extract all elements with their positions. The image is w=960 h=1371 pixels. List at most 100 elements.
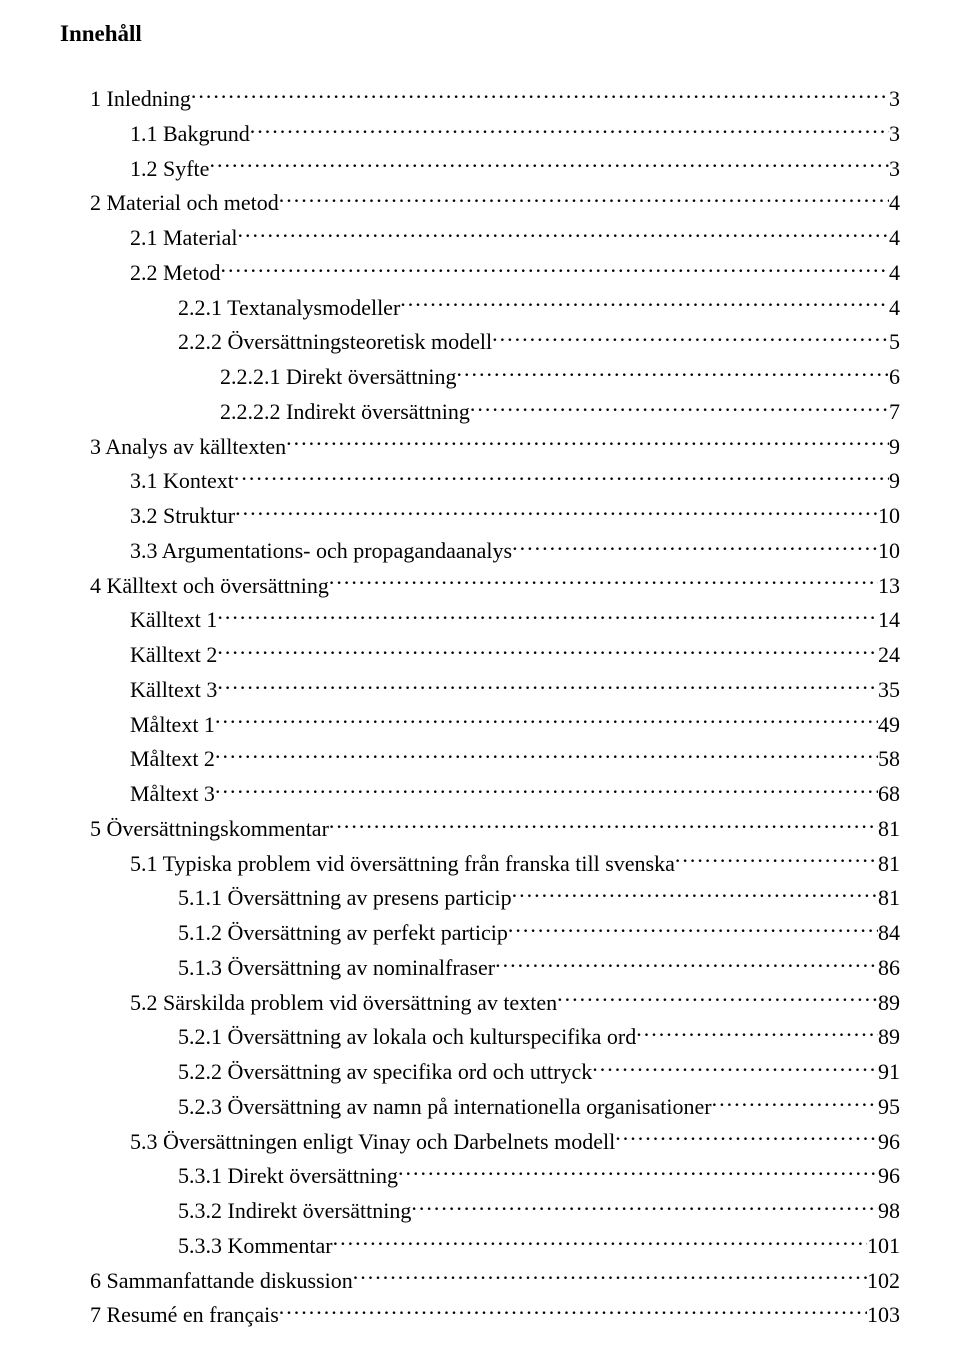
- toc-page: 3: [889, 154, 900, 184]
- toc-entry: 5.1.1 Översättning av presens particip81: [60, 879, 900, 914]
- toc-label: 5.1.2 Översättning av perfekt particip: [178, 918, 508, 948]
- toc-label: 5.3.3 Kommentar: [178, 1231, 333, 1261]
- toc-label: 3 Analys av källtexten: [90, 432, 286, 462]
- toc-entry: 2.2.2.2 Indirekt översättning 7: [60, 392, 900, 427]
- toc-page: 6: [889, 362, 900, 392]
- toc-page: 14: [878, 605, 900, 635]
- toc-entry: 5.2 Särskilda problem vid översättning a…: [60, 983, 900, 1018]
- toc-leader: [215, 740, 878, 766]
- toc-label: 3.2 Struktur: [130, 501, 235, 531]
- toc-label: Källtext 2: [130, 640, 217, 670]
- toc-page: 81: [878, 849, 900, 879]
- toc-leader: [411, 1192, 878, 1218]
- toc-label: 6 Sammanfattande diskussion: [90, 1266, 353, 1296]
- toc-label: 5.3.2 Indirekt översättning: [178, 1196, 411, 1226]
- toc-entry: 5.3.2 Indirekt översättning 98: [60, 1192, 900, 1227]
- toc-label: 5 Översättningskommentar: [90, 814, 329, 844]
- toc-entry: 7 Resumé en français103: [60, 1296, 900, 1331]
- toc-entry: 2.2.2 Översättningsteoretisk modell5: [60, 323, 900, 358]
- toc-leader: [495, 948, 878, 974]
- toc-leader: [215, 705, 878, 731]
- toc-entry: Källtext 3 35: [60, 670, 900, 705]
- toc-page: 84: [878, 918, 900, 948]
- toc-leader: [512, 879, 878, 905]
- table-of-contents: 1 Inledning31.1 Bakgrund31.2 Syfte32 Mat…: [60, 80, 900, 1331]
- toc-leader: [209, 149, 889, 175]
- toc-label: 2.1 Material: [130, 223, 238, 253]
- toc-page: 4: [889, 188, 900, 218]
- toc-label: 2.2.2.1 Direkt översättning: [220, 362, 456, 392]
- toc-page: 103: [867, 1300, 900, 1330]
- toc-entry: 1.2 Syfte3: [60, 149, 900, 184]
- toc-entry: 3.2 Struktur 10: [60, 497, 900, 532]
- toc-leader: [217, 601, 878, 627]
- toc-page: 96: [878, 1127, 900, 1157]
- toc-page: 7: [889, 397, 900, 427]
- toc-entry: 5.3.1 Direkt översättning96: [60, 1157, 900, 1192]
- toc-entry: 5.1.2 Översättning av perfekt particip 84: [60, 914, 900, 949]
- toc-entry: 2.2.2.1 Direkt översättning 6: [60, 358, 900, 393]
- toc-leader: [215, 775, 878, 801]
- toc-leader: [333, 1226, 867, 1252]
- toc-label: 2.2 Metod: [130, 258, 220, 288]
- toc-label: Måltext 3: [130, 779, 215, 809]
- toc-leader: [329, 809, 878, 835]
- toc-leader: [712, 1087, 878, 1113]
- toc-page: 89: [878, 1022, 900, 1052]
- toc-leader: [238, 219, 889, 245]
- toc-label: 1 Inledning: [90, 84, 191, 114]
- toc-label: 2.2.1 Textanalysmodeller: [178, 293, 400, 323]
- toc-page: 24: [878, 640, 900, 670]
- toc-leader: [279, 1296, 867, 1322]
- toc-label: Måltext 1: [130, 710, 215, 740]
- toc-label: 5.1.3 Översättning av nominalfraser: [178, 953, 495, 983]
- toc-entry: Måltext 1 49: [60, 705, 900, 740]
- toc-page: 3: [889, 84, 900, 114]
- toc-entry: 3.1 Kontext9: [60, 462, 900, 497]
- toc-page: 89: [878, 988, 900, 1018]
- toc-label: 5.3 Översättningen enligt Vinay och Darb…: [130, 1127, 615, 1157]
- toc-label: 3.1 Kontext: [130, 466, 234, 496]
- toc-leader: [329, 566, 878, 592]
- toc-entry: Källtext 1 14: [60, 601, 900, 636]
- toc-leader: [250, 114, 889, 140]
- toc-entry: 5.1.3 Översättning av nominalfraser 86: [60, 948, 900, 983]
- toc-page: 49: [878, 710, 900, 740]
- toc-page: 35: [878, 675, 900, 705]
- toc-label: 5.1.1 Översättning av presens particip: [178, 883, 512, 913]
- toc-leader: [235, 497, 878, 523]
- toc-label: 5.2.1 Översättning av lokala och kulturs…: [178, 1022, 636, 1052]
- toc-entry: 5.2.2 Översättning av specifika ord och …: [60, 1053, 900, 1088]
- toc-page: 58: [878, 744, 900, 774]
- toc-entry: 5.1 Typiska problem vid översättning frå…: [60, 844, 900, 879]
- toc-page: 10: [878, 501, 900, 531]
- toc-page: 5: [889, 327, 900, 357]
- toc-label: 3.3 Argumentations- och propagandaanalys: [130, 536, 512, 566]
- toc-entry: 2 Material och metod 4: [60, 184, 900, 219]
- toc-page: 98: [878, 1196, 900, 1226]
- toc-leader: [592, 1053, 878, 1079]
- toc-label: 5.1 Typiska problem vid översättning frå…: [130, 849, 675, 879]
- toc-page: 10: [878, 536, 900, 566]
- toc-entry: 5.2.3 Översättning av namn på internatio…: [60, 1087, 900, 1122]
- toc-page: 95: [878, 1092, 900, 1122]
- toc-page: 13: [878, 571, 900, 601]
- toc-label: Källtext 3: [130, 675, 217, 705]
- toc-leader: [279, 184, 889, 210]
- toc-page: 86: [878, 953, 900, 983]
- toc-entry: 2.2.1 Textanalysmodeller 4: [60, 288, 900, 323]
- toc-entry: 3.3 Argumentations- och propagandaanalys…: [60, 531, 900, 566]
- toc-page: 4: [889, 258, 900, 288]
- toc-label: Måltext 2: [130, 744, 215, 774]
- toc-leader: [217, 636, 878, 662]
- toc-label: 1.1 Bakgrund: [130, 119, 250, 149]
- toc-leader: [512, 531, 878, 557]
- toc-leader: [615, 1122, 878, 1148]
- toc-label: 2 Material och metod: [90, 188, 279, 218]
- toc-label: 4 Källtext och översättning: [90, 571, 329, 601]
- toc-label: Källtext 1: [130, 605, 217, 635]
- toc-page: 4: [889, 293, 900, 323]
- toc-label: 2.2.2.2 Indirekt översättning: [220, 397, 470, 427]
- page-title: Innehåll: [60, 18, 900, 50]
- toc-page: 96: [878, 1161, 900, 1191]
